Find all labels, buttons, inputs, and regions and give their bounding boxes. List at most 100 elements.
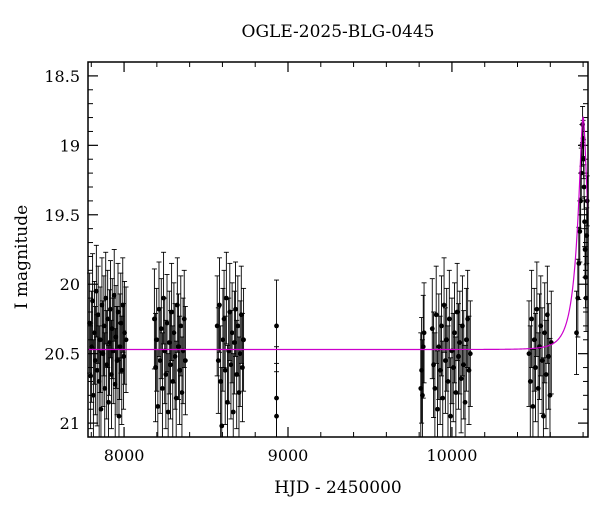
data-point [581,156,586,162]
data-point [119,367,125,373]
data-point [240,365,245,370]
data-point [231,340,237,345]
data-point [155,404,161,409]
data-point [121,354,126,359]
data-point [215,358,221,364]
data-point [111,292,117,298]
data-point [432,385,438,391]
data-point [160,385,165,391]
data-point [577,229,583,234]
data-points [87,105,590,438]
data-point [151,316,157,322]
data-point [233,306,238,312]
data-point [541,413,546,419]
data-point [88,373,94,379]
data-point [169,309,175,315]
data-point [92,358,98,364]
data-point [91,392,96,398]
data-point [527,379,533,384]
data-point [178,323,184,329]
data-point [230,409,236,415]
data-point [95,312,101,318]
data-point [174,302,180,308]
chart-title: OGLE-2025-BLG-0445 [241,22,435,42]
data-point [237,351,243,357]
x-tick-label: 10000 [426,446,477,465]
y-tick-label: 18.5 [44,67,80,86]
x-axis-label: HJD - 2450000 [274,478,402,498]
data-point [154,337,160,343]
data-point [182,358,188,364]
data-point [103,295,109,301]
x-tick-label: 9000 [268,446,309,465]
data-point [420,344,426,350]
data-point [433,312,439,318]
data-point [93,288,99,294]
data-point [453,390,459,395]
x-tick-label: 8000 [104,446,145,465]
data-point [458,376,464,382]
data-point [529,316,535,322]
data-point [462,399,468,405]
data-point [228,362,234,368]
data-point [106,399,111,405]
data-point [448,413,454,419]
data-point [581,184,587,190]
data-point [165,409,171,415]
data-point [543,372,549,377]
data-point [420,392,425,398]
y-tick-label: 19 [60,136,80,155]
model-curve [88,115,589,351]
data-point [241,337,246,343]
data-point [222,367,228,373]
data-point [108,306,113,312]
data-point [164,320,170,326]
data-point [530,404,536,409]
axes: 8000 9000 10000 18.5 19 19.5 20 20.5 21 [44,62,588,465]
data-point [172,354,178,359]
data-point [221,316,227,322]
y-tick-label: 19.5 [44,206,80,225]
data-point [94,367,100,373]
data-point [445,379,451,384]
data-point [274,413,279,419]
data-point [274,323,279,329]
data-point [421,330,427,336]
data-point [176,344,181,350]
y-tick-label: 20.5 [44,345,80,364]
data-point [168,362,173,368]
plot-frame [87,61,589,438]
data-point [116,413,122,419]
data-point [467,351,473,357]
data-point [171,330,177,336]
data-point [101,323,107,329]
data-point [229,330,235,336]
data-point [97,337,103,343]
data-point [163,372,169,377]
data-point [166,340,172,345]
data-point [452,330,457,336]
data-point [217,302,222,308]
data-point [105,316,111,322]
data-point [179,390,185,395]
data-point [440,395,446,401]
y-tick-label: 21 [60,414,80,433]
data-point [435,406,440,412]
data-point [235,323,241,329]
data-point [534,306,540,312]
data-point [533,365,538,370]
data-point [153,365,158,370]
data-point [583,295,589,301]
data-point [583,274,588,280]
data-point [157,358,163,364]
data-point [446,316,452,322]
data-point [90,298,95,304]
data-point [441,302,447,308]
data-point [115,309,121,315]
data-point [181,316,187,322]
data-point [220,337,226,343]
y-tick-label: 20 [60,275,80,294]
data-point [98,406,104,412]
data-point [439,323,444,329]
